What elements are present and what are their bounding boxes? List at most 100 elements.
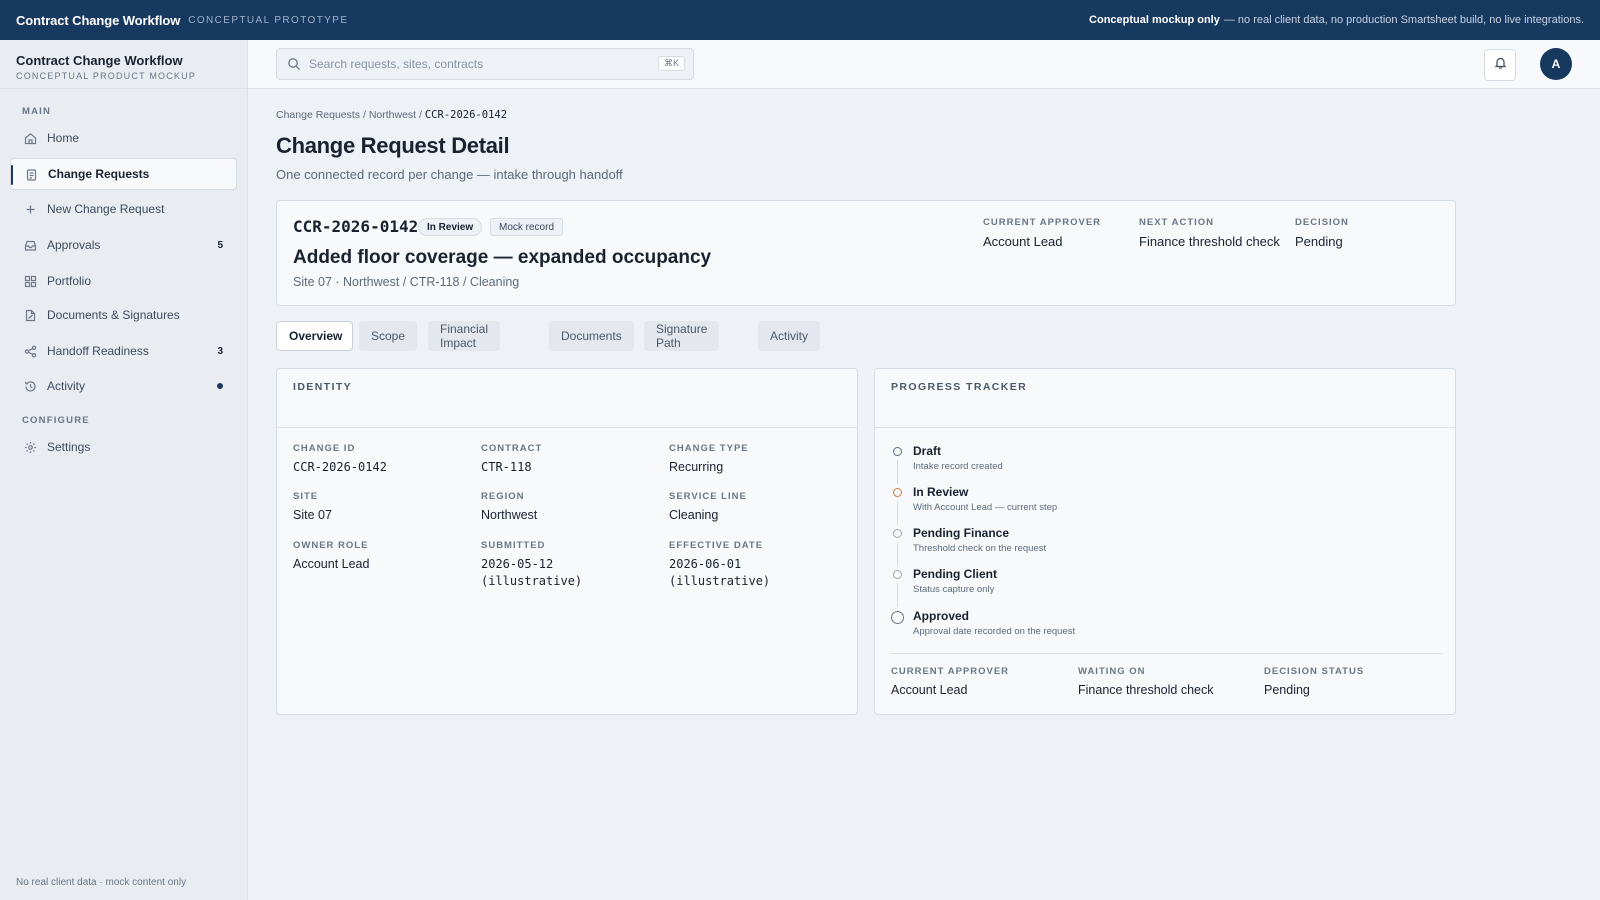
tab-scope[interactable]: Scope (359, 321, 418, 351)
field-effective-date: EFFECTIVE DATE 2026-06-01 (illustrative) (669, 540, 799, 590)
banner-notice-bold: Conceptual mockup only (1089, 14, 1220, 26)
sidebar-item-home[interactable]: Home (10, 122, 237, 154)
sidebar-item-approvals[interactable]: Approvals 5 (10, 229, 237, 261)
page-subtitle: One connected record per change — intake… (276, 167, 623, 182)
sidebar-item-new-change-request[interactable]: New Change Request (10, 193, 237, 225)
banner-title: Contract Change Workflow (16, 12, 181, 28)
field-label: SITE (293, 491, 319, 502)
top-banner: Contract Change Workflow CONCEPTUAL PROT… (0, 0, 1600, 40)
step-approved: Approved Approval date recorded on the r… (891, 609, 1431, 651)
step-label: Draft (913, 444, 942, 458)
sidebar-footer: No real client data · mock content only (16, 877, 187, 888)
field-label: WAITING ON (1078, 666, 1146, 677)
sidebar-section-main: MAIN (22, 106, 52, 117)
tracker-waiting-on: WAITING ON Finance threshold check (1078, 666, 1214, 699)
sidebar-item-label: Documents & Signatures (47, 308, 180, 322)
field-value: Account Lead (891, 683, 968, 697)
summary-decision: DECISION Pending (1295, 217, 1349, 249)
sidebar-section-configure: CONFIGURE (22, 415, 90, 426)
tab-overview[interactable]: Overview (276, 321, 353, 351)
search-box[interactable]: ⌘K (276, 48, 694, 80)
field-label: NEXT ACTION (1139, 217, 1215, 228)
field-owner-role: OWNER ROLE Account Lead (293, 540, 369, 573)
summary-next-action: NEXT ACTION Finance threshold check (1139, 217, 1280, 249)
home-icon (24, 132, 37, 145)
field-change-id: CHANGE ID CCR-2026-0142 (293, 443, 387, 476)
step-label: Pending Finance (913, 526, 1010, 540)
field-submitted: SUBMITTED 2026-05-12 (illustrative) (481, 540, 611, 590)
breadcrumb-region[interactable]: Northwest (368, 109, 417, 121)
banner-notice: Conceptual mockup only — no real client d… (1089, 14, 1584, 26)
mock-record-badge: Mock record (490, 218, 564, 236)
identity-card: IDENTITY CHANGE ID CCR-2026-0142 CONTRAC… (276, 368, 858, 715)
sidebar-item-documents-signatures[interactable]: Documents & Signatures (10, 299, 237, 331)
field-label: OWNER ROLE (293, 540, 369, 551)
sidebar-item-label: Portfolio (47, 274, 92, 288)
breadcrumb-change-requests[interactable]: Change Requests (276, 109, 361, 121)
request-meta: Site 07 · Northwest / CTR-118 / Cleaning (293, 275, 520, 289)
field-label: CHANGE TYPE (669, 443, 749, 454)
search-icon (287, 57, 301, 71)
tab-documents[interactable]: Documents (549, 321, 634, 351)
field-label: DECISION STATUS (1264, 666, 1365, 677)
field-service-line: SERVICE LINE Cleaning (669, 491, 747, 524)
banner-notice-rest: — no real client data, no production Sma… (1223, 14, 1584, 26)
breadcrumb-separator: / (362, 109, 366, 121)
sidebar-item-activity[interactable]: Activity (10, 370, 237, 402)
step-pending-finance: Pending Finance Threshold check on the r… (891, 526, 1431, 568)
tab-activity[interactable]: Activity (758, 321, 821, 351)
sidebar-item-label: Approvals (47, 238, 101, 252)
step-description: Approval date recorded on the request (913, 626, 1076, 637)
field-label: SUBMITTED (481, 540, 546, 551)
sidebar-item-change-requests[interactable]: Change Requests (10, 158, 237, 190)
step-current-marker (893, 488, 902, 497)
approvals-count-badge: 5 (217, 239, 223, 251)
header-bar: ⌘K A (248, 40, 1600, 89)
step-label: Approved (913, 609, 970, 623)
field-contract: CONTRACT CTR-118 (481, 443, 542, 476)
field-site: SITE Site 07 (293, 491, 332, 524)
tab-financial-impact[interactable]: Financial Impact (428, 321, 501, 351)
step-label: Pending Client (913, 567, 997, 581)
step-draft: Draft Intake record created (891, 444, 1431, 486)
user-avatar[interactable]: A (1540, 48, 1572, 80)
identity-heading: IDENTITY (277, 369, 857, 428)
field-value: Account Lead (983, 234, 1063, 249)
summary-current-approver: CURRENT APPROVER Account Lead (983, 217, 1101, 249)
sidebar-item-portfolio[interactable]: Portfolio (10, 265, 237, 297)
request-summary-card: CCR-2026-0142 In Review Mock record Adde… (276, 200, 1456, 306)
sidebar-item-label: Settings (47, 440, 91, 454)
page-title: Change Request Detail (276, 133, 510, 158)
field-value: Site 07 (293, 508, 332, 522)
search-shortcut-hint: ⌘K (657, 56, 685, 71)
step-done-marker (893, 447, 902, 456)
field-value: Finance threshold check (1139, 234, 1280, 249)
progress-tracker-card: PROGRESS TRACKER Draft Intake record cre… (874, 368, 1456, 715)
step-description: With Account Lead — current step (913, 502, 1058, 513)
field-label: CURRENT APPROVER (891, 666, 1010, 677)
step-connector (897, 583, 898, 607)
clipboard-icon (25, 168, 38, 181)
field-region: REGION Northwest (481, 491, 537, 524)
field-label: DECISION (1295, 217, 1349, 228)
field-label: REGION (481, 491, 525, 502)
step-final-marker (891, 611, 904, 624)
field-value: Cleaning (669, 508, 719, 522)
field-value: Recurring (669, 460, 724, 474)
plus-icon (24, 203, 37, 216)
step-connector (897, 542, 898, 566)
search-input[interactable] (309, 57, 649, 71)
sidebar-item-settings[interactable]: Settings (10, 431, 237, 463)
tracker-decision-status: DECISION STATUS Pending (1264, 666, 1364, 699)
step-pending-marker (893, 570, 902, 579)
status-badge: In Review (418, 218, 483, 236)
notifications-button[interactable] (1484, 49, 1516, 81)
breadcrumb-current: CCR-2026-0142 (424, 109, 508, 121)
sidebar-title: Contract Change Workflow (16, 53, 183, 68)
tracker-current-approver: CURRENT APPROVER Account Lead (891, 666, 1009, 699)
handoff-count-badge: 3 (217, 345, 223, 357)
sidebar-item-handoff-readiness[interactable]: Handoff Readiness 3 (10, 335, 237, 367)
tab-signature-path[interactable]: Signature Path (644, 321, 720, 351)
sidebar-subtitle: CONCEPTUAL PRODUCT MOCKUP (16, 71, 197, 81)
request-title: Added floor coverage — expanded occupanc… (293, 247, 712, 268)
